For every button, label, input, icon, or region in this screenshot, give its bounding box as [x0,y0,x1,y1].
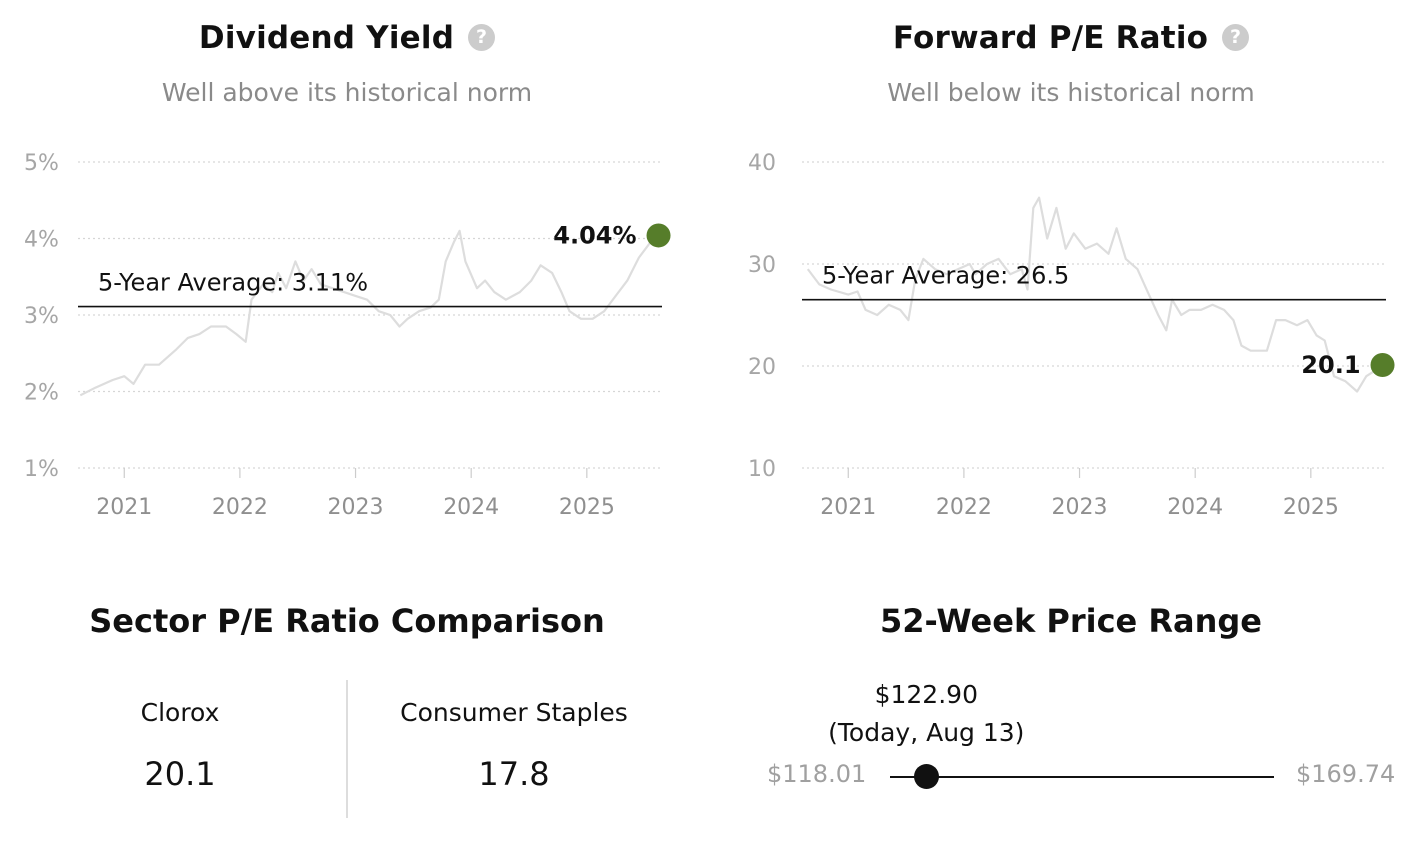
sector-item-label: Consumer Staples [400,698,628,727]
sector-divider [346,680,348,818]
sector-item-clorox: Clorox 20.1 [30,580,330,844]
range-track [890,776,1274,778]
average-label: 5-Year Average: 3.11% [98,269,368,297]
sector-item-value: 20.1 [144,755,216,793]
current-point [1370,352,1395,377]
range-low-label: $118.01 [767,760,867,788]
price-range-panel: 52-Week Price Range $122.90 (Today, Aug … [724,580,1418,844]
x-tick-label: 2021 [96,495,152,520]
question-circle-icon[interactable]: ? [1222,24,1250,51]
sector-item-label: Clorox [140,698,220,727]
sector-item-value: 17.8 [478,755,550,793]
x-tick-label: 2025 [1283,495,1339,520]
y-tick-label: 40 [748,151,776,176]
forward-pe-chart: 10 20 30 40 2021 2022 2023 2024 2025 5-Year Avera… [748,151,1395,520]
forward-pe-title: Forward P/E Ratio? [724,20,1418,56]
y-tick-label: 20 [748,355,776,380]
current-point [646,223,671,248]
y-tick-label: 10 [748,457,776,482]
y-tick-label: 5% [24,151,59,176]
x-tick-label: 2025 [559,495,615,520]
dividend-yield-title: Dividend Yield? [0,20,694,56]
x-tick-label: 2022 [936,495,992,520]
current-value-label: 20.1 [1301,351,1360,379]
x-tick-label: 2021 [820,495,876,520]
dividend-yield-panel: Dividend Yield? Well above its historica… [0,0,694,560]
dividend-yield-chart: 1% 2% 3% 4% 5% 2021 2022 2023 2024 2025 5-Year Ave… [24,151,671,520]
current-price-note: (Today, Aug 13) [828,718,1025,747]
price-range-title: 52-Week Price Range [880,602,1262,640]
sector-pe-panel: Sector P/E Ratio Comparison Clorox 20.1 … [0,580,694,844]
sector-item-consumer-staples: Consumer Staples 17.8 [364,580,664,844]
forward-pe-title-text: Forward P/E Ratio [892,20,1209,56]
current-value-label: 4.04% [553,221,636,249]
sector-pe-title: Sector P/E Ratio Comparison [89,602,605,640]
series-line [806,196,1384,393]
series-line [79,229,660,397]
current-price: $122.90 [874,680,978,709]
average-label: 5-Year Average: 26.5 [822,262,1069,290]
x-tick-label: 2023 [328,495,384,520]
current-price-label: $122.90 (Today, Aug 13) [806,676,1046,752]
dividend-yield-subtitle: Well above its historical norm [161,78,533,107]
y-tick-label: 1% [24,457,59,482]
y-tick-label: 3% [24,304,59,329]
x-tick-label: 2022 [212,495,268,520]
x-tick-label: 2024 [1167,495,1223,520]
forward-pe-subtitle: Well below its historical norm [887,78,1255,107]
range-high-label: $169.74 [1296,760,1396,788]
y-tick-label: 4% [24,228,59,253]
y-tick-label: 30 [748,253,776,278]
x-tick-label: 2024 [443,495,499,520]
y-tick-label: 2% [24,381,59,406]
x-tick-label: 2023 [1052,495,1108,520]
forward-pe-panel: Forward P/E Ratio? Well below its histor… [724,0,1418,560]
question-circle-icon[interactable]: ? [468,24,496,51]
dividend-yield-title-text: Dividend Yield [198,20,455,56]
range-current-marker [913,764,939,789]
